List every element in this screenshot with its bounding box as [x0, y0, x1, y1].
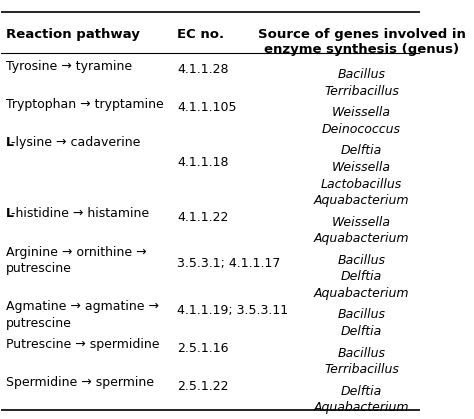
Text: Weissella: Weissella [332, 106, 391, 119]
Text: Bacillus: Bacillus [337, 254, 385, 267]
Text: 3.5.3.1; 4.1.1.17: 3.5.3.1; 4.1.1.17 [177, 257, 281, 270]
Text: Agmatine → agmatine →: Agmatine → agmatine → [6, 300, 159, 313]
Text: Tyrosine → tyramine: Tyrosine → tyramine [6, 60, 132, 73]
Text: Bacillus: Bacillus [337, 68, 385, 81]
Text: Aquabacterium: Aquabacterium [314, 401, 409, 414]
Text: Lactobacillus: Lactobacillus [321, 178, 402, 191]
Text: Delftia: Delftia [341, 325, 382, 338]
Text: putrescine: putrescine [6, 262, 72, 275]
Text: Aquabacterium: Aquabacterium [314, 194, 409, 207]
Text: Delftia: Delftia [341, 385, 382, 398]
Text: Weissella: Weissella [332, 216, 391, 229]
Text: Terribacillus: Terribacillus [324, 363, 399, 376]
Text: Delftia: Delftia [341, 270, 382, 283]
Text: Reaction pathway: Reaction pathway [6, 28, 139, 41]
Text: Delftia: Delftia [341, 145, 382, 158]
Text: Deinococcus: Deinococcus [322, 123, 401, 136]
Text: -lysine → cadaverine: -lysine → cadaverine [11, 136, 140, 149]
Text: Spermidine → spermine: Spermidine → spermine [6, 376, 154, 389]
Text: 4.1.1.28: 4.1.1.28 [177, 63, 229, 76]
Text: 2.5.1.22: 2.5.1.22 [177, 380, 229, 393]
Text: Aquabacterium: Aquabacterium [314, 287, 409, 300]
Text: Bacillus: Bacillus [337, 308, 385, 321]
Text: Arginine → ornithine →: Arginine → ornithine → [6, 246, 146, 259]
Text: 4.1.1.19; 3.5.3.11: 4.1.1.19; 3.5.3.11 [177, 304, 288, 317]
Text: Terribacillus: Terribacillus [324, 85, 399, 98]
Text: Source of genes involved in
enzyme synthesis (genus): Source of genes involved in enzyme synth… [257, 28, 465, 56]
Text: Putrescine → spermidine: Putrescine → spermidine [6, 338, 159, 351]
Text: L: L [6, 136, 14, 149]
Text: L: L [6, 207, 14, 220]
Text: 4.1.1.18: 4.1.1.18 [177, 156, 229, 169]
Text: 4.1.1.105: 4.1.1.105 [177, 101, 237, 114]
Text: Tryptophan → tryptamine: Tryptophan → tryptamine [6, 98, 164, 111]
Text: Bacillus: Bacillus [337, 347, 385, 360]
Text: Aquabacterium: Aquabacterium [314, 232, 409, 245]
Text: 2.5.1.16: 2.5.1.16 [177, 342, 229, 355]
Text: EC no.: EC no. [177, 28, 224, 41]
Text: putrescine: putrescine [6, 317, 72, 330]
Text: -histidine → histamine: -histidine → histamine [11, 207, 149, 220]
Text: 4.1.1.22: 4.1.1.22 [177, 211, 228, 224]
Text: Weissella: Weissella [332, 161, 391, 174]
